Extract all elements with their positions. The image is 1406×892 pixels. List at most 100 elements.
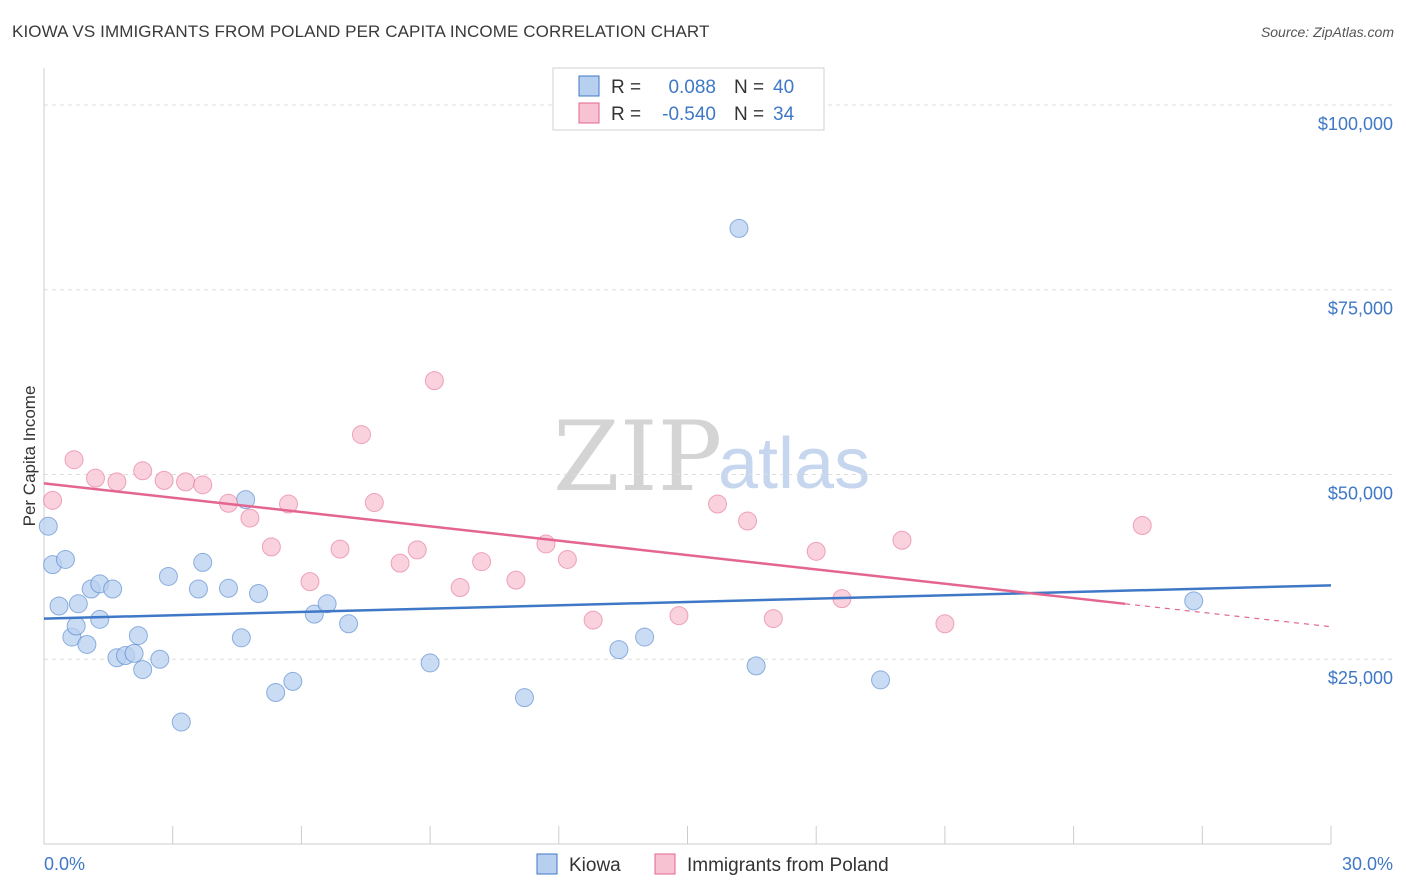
chart-source: Source: ZipAtlas.com	[1260, 24, 1394, 40]
kiowa-point	[729, 218, 749, 238]
kiowa-point	[746, 656, 766, 676]
poland-point	[708, 494, 728, 514]
kiowa-point	[150, 649, 170, 669]
kiowa-point	[171, 712, 191, 732]
poland-point	[364, 493, 384, 513]
trend-lines	[43, 482, 1332, 628]
poland-point	[351, 425, 371, 445]
kiowa-point	[283, 671, 303, 691]
poland-point	[279, 494, 299, 514]
kiowa-point	[266, 682, 286, 702]
kiowa-point	[249, 583, 268, 603]
poland-point	[1132, 515, 1152, 535]
kiowa-point	[317, 594, 337, 614]
kiowa-point	[514, 688, 534, 708]
watermark-zip: ZIP	[553, 401, 722, 513]
kiowa-points	[38, 218, 1204, 732]
poland-point	[669, 606, 689, 626]
poland-point	[935, 614, 955, 634]
poland-point	[330, 539, 350, 559]
legend-swatch-poland	[654, 853, 676, 875]
stats-legend-n-label-kiowa: N =	[734, 77, 764, 98]
y-axis-label: Per Capita Income	[20, 386, 39, 527]
watermark-atlas: atlas	[718, 424, 870, 504]
kiowa-point	[49, 596, 69, 616]
poland-point	[472, 552, 492, 572]
y-tick-label: $25,000	[1328, 668, 1393, 688]
poland-point	[806, 541, 826, 561]
stats-legend: R = 0.088 N = 40 R = -0.540 N = 34	[552, 67, 825, 131]
legend-label-poland: Immigrants from Poland	[687, 855, 889, 876]
poland-point	[300, 572, 320, 592]
kiowa-point	[188, 579, 208, 599]
y-tick-label: $100,000	[1318, 114, 1393, 134]
grid-lines	[44, 104, 1393, 660]
kiowa-point	[218, 578, 238, 598]
poland-point	[506, 570, 526, 590]
poland-point	[261, 537, 281, 557]
kiowa-point	[304, 604, 324, 624]
poland-point	[583, 610, 603, 630]
poland-trend-line	[43, 482, 1126, 606]
y-tick-labels: $100,000 $75,000 $50,000 $25,000	[1318, 114, 1393, 688]
poland-point	[763, 609, 783, 629]
poland-point	[154, 470, 174, 490]
kiowa-point	[66, 616, 86, 636]
legend-label-kiowa: Kiowa	[569, 855, 621, 876]
poland-point	[390, 553, 410, 573]
stats-legend-swatch-kiowa	[578, 75, 600, 97]
poland-point	[176, 472, 196, 492]
stats-legend-n-value-poland: 34	[773, 104, 795, 125]
stats-legend-n-label-poland: N =	[734, 104, 764, 125]
kiowa-point	[128, 626, 148, 646]
kiowa-point	[133, 660, 153, 680]
poland-point	[85, 468, 105, 488]
poland-point	[557, 549, 577, 569]
chart-title: KIOWA VS IMMIGRANTS FROM POLAND PER CAPI…	[12, 22, 710, 41]
poland-point	[407, 540, 427, 560]
stats-legend-r-label-kiowa: R =	[611, 77, 641, 98]
kiowa-point	[609, 640, 629, 660]
kiowa-point	[68, 594, 88, 614]
kiowa-point	[635, 627, 655, 647]
kiowa-point	[90, 609, 110, 629]
kiowa-point	[103, 579, 123, 599]
poland-points	[43, 371, 1152, 634]
kiowa-point	[38, 516, 58, 536]
poland-point	[64, 450, 84, 470]
stats-legend-n-value-kiowa: 40	[773, 77, 794, 98]
poland-point	[43, 490, 63, 510]
poland-point	[107, 472, 127, 492]
stats-legend-r-value-poland: -0.540	[662, 104, 716, 125]
kiowa-trend-line	[43, 584, 1332, 620]
poland-point	[738, 511, 758, 531]
x-tick-label-min: 0.0%	[44, 854, 85, 874]
kiowa-point	[1184, 591, 1204, 611]
y-tick-label: $75,000	[1328, 299, 1393, 319]
poland-point	[240, 508, 260, 528]
kiowa-point	[420, 653, 440, 673]
stats-legend-swatch-poland	[578, 102, 600, 124]
kiowa-point	[339, 614, 359, 634]
kiowa-point	[77, 634, 97, 654]
stats-legend-r-label-poland: R =	[611, 104, 641, 125]
series-legend: Kiowa Immigrants from Poland	[536, 853, 889, 876]
poland-trend-extension	[1125, 603, 1332, 628]
poland-point	[193, 475, 213, 495]
kiowa-point	[871, 670, 891, 690]
legend-swatch-kiowa	[536, 853, 558, 875]
kiowa-point	[55, 549, 75, 569]
kiowa-point	[124, 643, 144, 663]
poland-point	[892, 530, 912, 550]
x-ticks	[43, 826, 1332, 844]
kiowa-point	[231, 628, 251, 648]
poland-point	[133, 461, 153, 481]
poland-point	[424, 371, 444, 391]
x-tick-label-max: 30.0%	[1342, 854, 1393, 874]
y-tick-label: $50,000	[1328, 483, 1393, 503]
poland-point	[450, 578, 470, 598]
stats-legend-r-value-kiowa: 0.088	[668, 77, 716, 98]
kiowa-point	[158, 566, 178, 586]
kiowa-point	[193, 552, 213, 572]
